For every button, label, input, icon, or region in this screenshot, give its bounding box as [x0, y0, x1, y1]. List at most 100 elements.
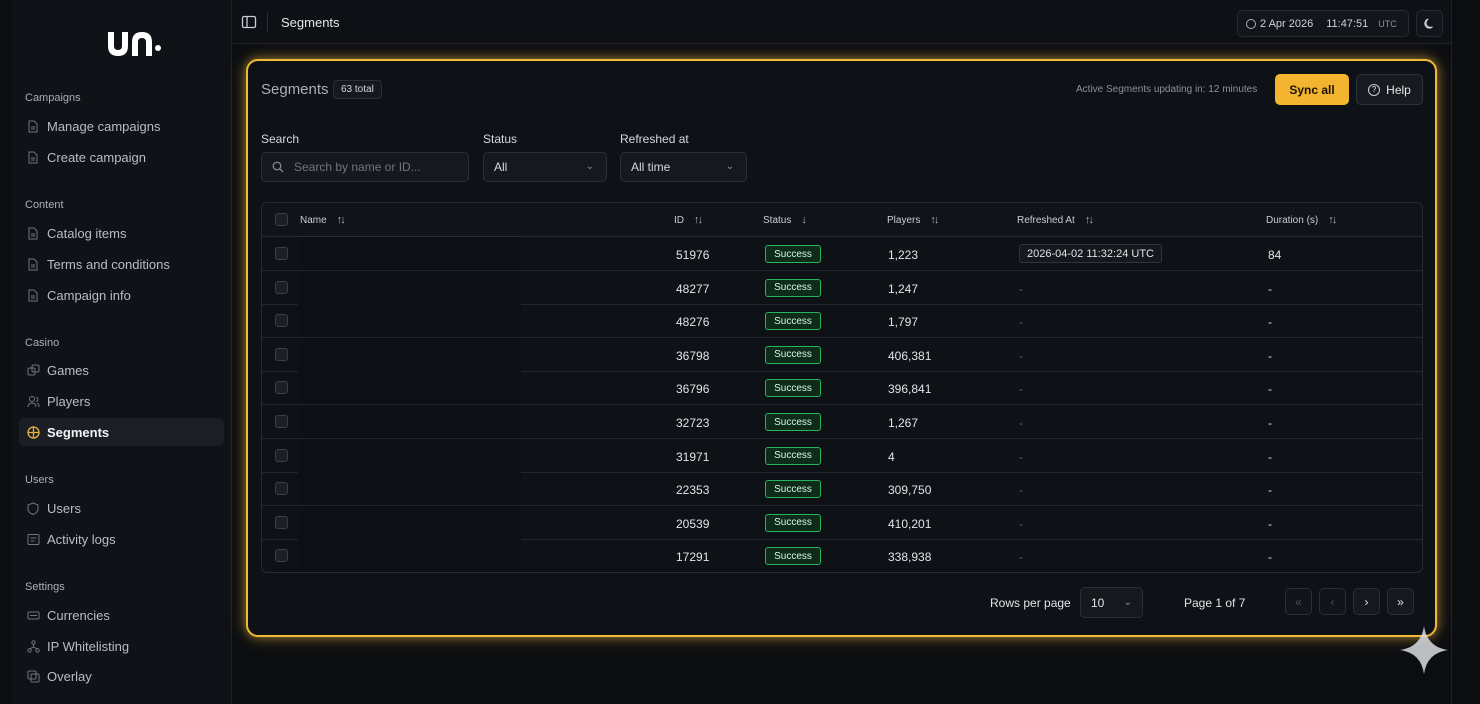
segments-card: Segments 63 total Active Segments updati… — [246, 59, 1437, 637]
topbar: Segments 2 Apr 2026 11:47:51 UTC — [233, 0, 1451, 44]
row-checkbox[interactable] — [275, 247, 288, 260]
users-icon — [26, 394, 40, 408]
sidebar-item-label: Games — [47, 362, 89, 378]
sidebar-item-segments[interactable]: Segments — [19, 418, 224, 446]
table-row[interactable]: 48277 Success 1,247 - - — [262, 270, 1422, 305]
sidebar-toggle-icon[interactable] — [241, 14, 257, 30]
row-checkbox[interactable] — [275, 314, 288, 328]
sidebar-item-catalog-items[interactable]: Catalog items — [19, 219, 224, 247]
help-button[interactable]: ? Help — [1356, 74, 1423, 105]
refreshed-filter-value: All time — [631, 160, 671, 174]
sidebar-item-overlay[interactable]: Overlay — [19, 662, 224, 690]
sort-desc-icon: ↓ — [801, 214, 807, 226]
duration-cell: - — [1268, 516, 1272, 531]
row-checkbox[interactable] — [275, 347, 288, 361]
table-row[interactable]: 51976 Success 1,223 2026-04-02 11:32:24 UTC… — [262, 237, 1422, 271]
first-page-button[interactable]: « — [1285, 588, 1312, 615]
table-row[interactable]: 22353 Success 309,750 - - — [262, 472, 1422, 507]
status-badge: Success — [765, 446, 821, 465]
duration-cell: 84 — [1268, 248, 1282, 262]
name-cell — [298, 472, 521, 506]
chevron-left-icon: ‹ — [1330, 594, 1335, 609]
sidebar-item-create-campaign[interactable]: Create campaign — [19, 143, 224, 171]
sort-icon: ↑↓ — [1084, 214, 1094, 226]
column-id[interactable]: ID ↑↓ — [674, 214, 703, 226]
table-row[interactable]: 32723 Success 1,267 - - — [262, 405, 1422, 439]
refreshed-cell: - — [1019, 382, 1023, 397]
column-duration[interactable]: Duration (s) ↑↓ — [1266, 214, 1337, 226]
id-cell: 17291 — [676, 550, 710, 565]
segments-table: Name ↑↓ ID ↑↓ Status ↓ Players ↑↓ Refreshed … — [261, 202, 1423, 573]
name-cell — [298, 371, 521, 405]
help-icon: ? — [1368, 83, 1381, 96]
sidebar-section-settings: Settings — [25, 581, 65, 593]
sidebar-item-players[interactable]: Players — [19, 387, 224, 415]
sidebar-item-activity-logs[interactable]: Activity logs — [19, 525, 224, 553]
chevron-down-icon: ⌄ — [1123, 597, 1132, 608]
currency-icon — [26, 608, 40, 622]
search-input[interactable]: Search by name or ID... — [261, 152, 469, 182]
sidebar-item-campaign-info[interactable]: Campaign info — [19, 281, 224, 309]
previous-page-button[interactable]: ‹ — [1319, 588, 1346, 615]
sidebar-section-casino: Casino — [25, 337, 60, 349]
table-row[interactable]: 20539 Success 410,201 - - — [262, 505, 1422, 540]
table-row[interactable]: 48276 Success 1,797 - - — [262, 304, 1422, 339]
clock-date: 2 Apr 2026 — [1260, 17, 1314, 30]
id-cell: 36796 — [676, 382, 710, 397]
players-cell: 396,841 — [888, 382, 932, 397]
status-badge: Success — [765, 413, 821, 431]
row-checkbox[interactable] — [275, 280, 288, 294]
row-checkbox[interactable] — [275, 482, 288, 496]
players-cell: 406,381 — [888, 348, 932, 363]
row-checkbox[interactable] — [275, 415, 288, 428]
table-row[interactable]: 36796 Success 396,841 - - — [262, 371, 1422, 406]
rows-per-page-select[interactable]: 10 ⌄ — [1080, 587, 1143, 618]
sidebar-item-users[interactable]: Users — [19, 494, 224, 522]
sort-icon: ↑↓ — [336, 214, 346, 226]
sidebar-item-label: Currencies — [47, 607, 110, 623]
sidebar-item-ip-whitelisting[interactable]: IP Whitelisting — [19, 632, 224, 660]
sidebar-section-content: Content — [25, 199, 64, 211]
last-page-button[interactable]: » — [1387, 588, 1414, 615]
row-checkbox[interactable] — [275, 549, 288, 563]
name-cell — [298, 270, 521, 304]
refreshed-cell: - — [1019, 416, 1023, 430]
refreshed-filter-select[interactable]: All time ⌄ — [620, 152, 747, 182]
refreshed-cell: - — [1019, 449, 1023, 464]
sidebar-item-terms-and-conditions[interactable]: Terms and conditions — [19, 250, 224, 278]
duration-cell: - — [1268, 315, 1272, 330]
sidebar-section-users: Users — [25, 474, 54, 486]
players-cell: 309,750 — [888, 483, 932, 498]
sidebar-item-manage-campaigns[interactable]: Manage campaigns — [19, 112, 224, 140]
status-badge: Success — [765, 480, 821, 499]
status-filter-value: All — [494, 160, 508, 174]
column-name[interactable]: Name ↑↓ — [300, 214, 346, 226]
sidebar-item-currencies[interactable]: Currencies — [19, 601, 224, 629]
row-checkbox[interactable] — [275, 515, 288, 529]
page-info: Page 1 of 7 — [1184, 596, 1246, 610]
column-players[interactable]: Players ↑↓ — [887, 214, 939, 226]
table-row[interactable]: 31971 Success 4 - - — [262, 438, 1422, 473]
search-icon — [272, 161, 284, 173]
brand-logo[interactable] — [106, 24, 166, 64]
sort-icon: ↑↓ — [694, 214, 703, 226]
status-filter-select[interactable]: All ⌄ — [483, 152, 607, 182]
sidebar-item-games[interactable]: Games — [19, 356, 224, 384]
row-checkbox[interactable] — [275, 448, 288, 462]
select-all-checkbox[interactable] — [275, 213, 288, 226]
refreshed-filter-label: Refreshed at — [620, 132, 689, 146]
log-icon — [26, 532, 40, 546]
table-row[interactable]: 17291 Success 338,938 - - — [262, 539, 1422, 572]
players-cell: 1,797 — [888, 315, 919, 330]
next-page-button[interactable]: › — [1353, 588, 1380, 615]
refreshed-cell: - — [1019, 281, 1023, 296]
name-cell — [298, 505, 521, 539]
column-refreshed-at[interactable]: Refreshed At ↑↓ — [1017, 214, 1094, 226]
theme-toggle-button[interactable] — [1416, 10, 1443, 37]
row-checkbox[interactable] — [275, 381, 288, 395]
column-status[interactable]: Status ↓ — [763, 214, 807, 226]
refreshed-cell: - — [1019, 483, 1023, 498]
table-row[interactable]: 36798 Success 406,381 - - — [262, 337, 1422, 372]
id-cell: 20539 — [676, 516, 710, 531]
sync-all-button[interactable]: Sync all — [1275, 74, 1349, 105]
